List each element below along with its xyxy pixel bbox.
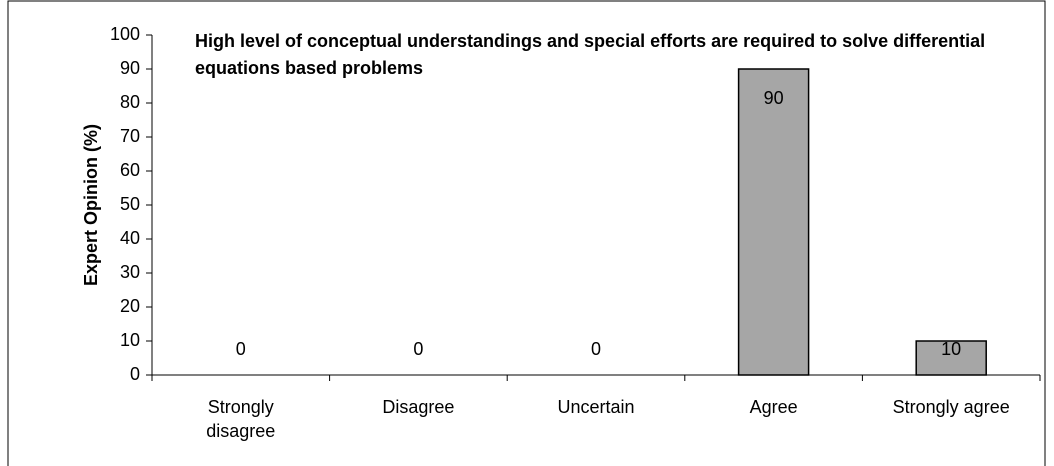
y-tick-label: 0 — [130, 364, 140, 384]
bar — [915, 340, 987, 376]
data-label: 0 — [236, 339, 246, 359]
y-tick-label: 10 — [120, 330, 140, 350]
x-label-box: Strongly agree — [892, 397, 1010, 417]
y-tick-label: 90 — [120, 58, 140, 78]
y-tick-label: 80 — [120, 92, 140, 112]
x-label-box: Disagree — [382, 397, 455, 417]
x-tick-label: Uncertain — [557, 397, 635, 417]
x-tick-label: Strongly agree — [892, 397, 1010, 417]
y-tick-label: 30 — [120, 262, 140, 282]
data-label: 0 — [591, 339, 601, 359]
x-label-box: Uncertain — [557, 397, 635, 417]
y-tick-label: 100 — [110, 24, 140, 44]
frame — [7, 0, 1046, 466]
x-tick-label: Disagree — [382, 397, 455, 417]
data-label: 0 — [413, 339, 423, 359]
y-axis-label: Expert Opinion (%) — [81, 124, 101, 286]
y-tick-label: 50 — [120, 194, 140, 214]
title-box: High level of conceptual understandings … — [195, 31, 986, 78]
x-tick-label: Agree — [749, 397, 798, 417]
x-label-box: Agree — [749, 397, 798, 417]
x-tick-label: Strongly disagree — [206, 397, 276, 441]
x-label-box: Strongly disagree — [206, 397, 276, 441]
y-tick-label: 40 — [120, 228, 140, 248]
y-tick-label: 70 — [120, 126, 140, 146]
y-tick-label: 60 — [120, 160, 140, 180]
data-label: 10 — [941, 339, 961, 359]
bar — [737, 68, 810, 376]
chart-title: High level of conceptual understandings … — [195, 31, 986, 78]
data-label: 90 — [764, 88, 784, 108]
y-tick-label: 20 — [120, 296, 140, 316]
